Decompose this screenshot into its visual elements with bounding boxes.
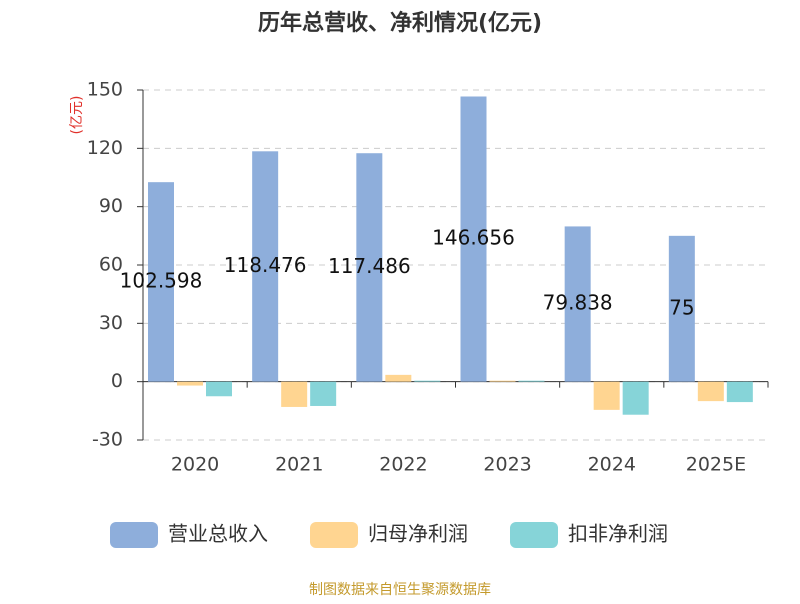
legend-swatch <box>510 522 558 548</box>
data-label: 75 <box>669 295 694 319</box>
y-tick-label: 60 <box>99 254 123 276</box>
bar <box>564 226 591 382</box>
bar <box>518 380 545 382</box>
bar <box>622 381 649 415</box>
legend-swatch <box>310 522 358 548</box>
y-tick-label: 30 <box>99 312 123 334</box>
data-label: 117.486 <box>328 254 411 278</box>
y-tick-label: 150 <box>87 79 123 101</box>
data-label: 146.656 <box>432 226 515 250</box>
legend-swatch <box>110 522 158 548</box>
y-tick-label: 90 <box>99 195 123 217</box>
bar <box>310 381 337 406</box>
legend-label: 扣非净利润 <box>568 522 668 546</box>
source-note: 制图数据来自恒生聚源数据库 <box>309 582 491 598</box>
bar <box>177 381 203 386</box>
x-tick-label: 2021 <box>275 454 323 476</box>
bar <box>460 96 487 382</box>
x-tick-label: 2024 <box>588 454 636 476</box>
bar <box>252 151 279 382</box>
x-tick-label: 2023 <box>483 454 531 476</box>
bar <box>668 235 695 382</box>
bar <box>356 153 383 382</box>
bar <box>414 380 441 382</box>
y-tick-label: 0 <box>111 370 123 392</box>
bar <box>726 381 753 403</box>
x-tick-label: 2022 <box>379 454 427 476</box>
bar <box>206 381 232 397</box>
bar <box>281 381 308 407</box>
data-label: 118.476 <box>224 253 307 277</box>
data-label: 79.838 <box>543 291 613 315</box>
y-axis-label: (亿元) <box>69 96 85 135</box>
bar <box>697 381 724 402</box>
y-tick-label: -30 <box>92 429 123 451</box>
bar <box>385 374 412 382</box>
y-tick-label: 120 <box>87 137 123 159</box>
bar <box>489 380 516 382</box>
legend-label: 归母净利润 <box>368 522 468 546</box>
bar <box>148 182 174 382</box>
x-tick-label: 2025E <box>686 454 746 476</box>
data-label: 102.598 <box>120 268 203 292</box>
bar <box>593 381 620 410</box>
chart-title: 历年总营收、净利情况(亿元) <box>258 10 542 36</box>
legend-label: 营业总收入 <box>168 522 268 546</box>
x-tick-label: 2020 <box>171 454 219 476</box>
